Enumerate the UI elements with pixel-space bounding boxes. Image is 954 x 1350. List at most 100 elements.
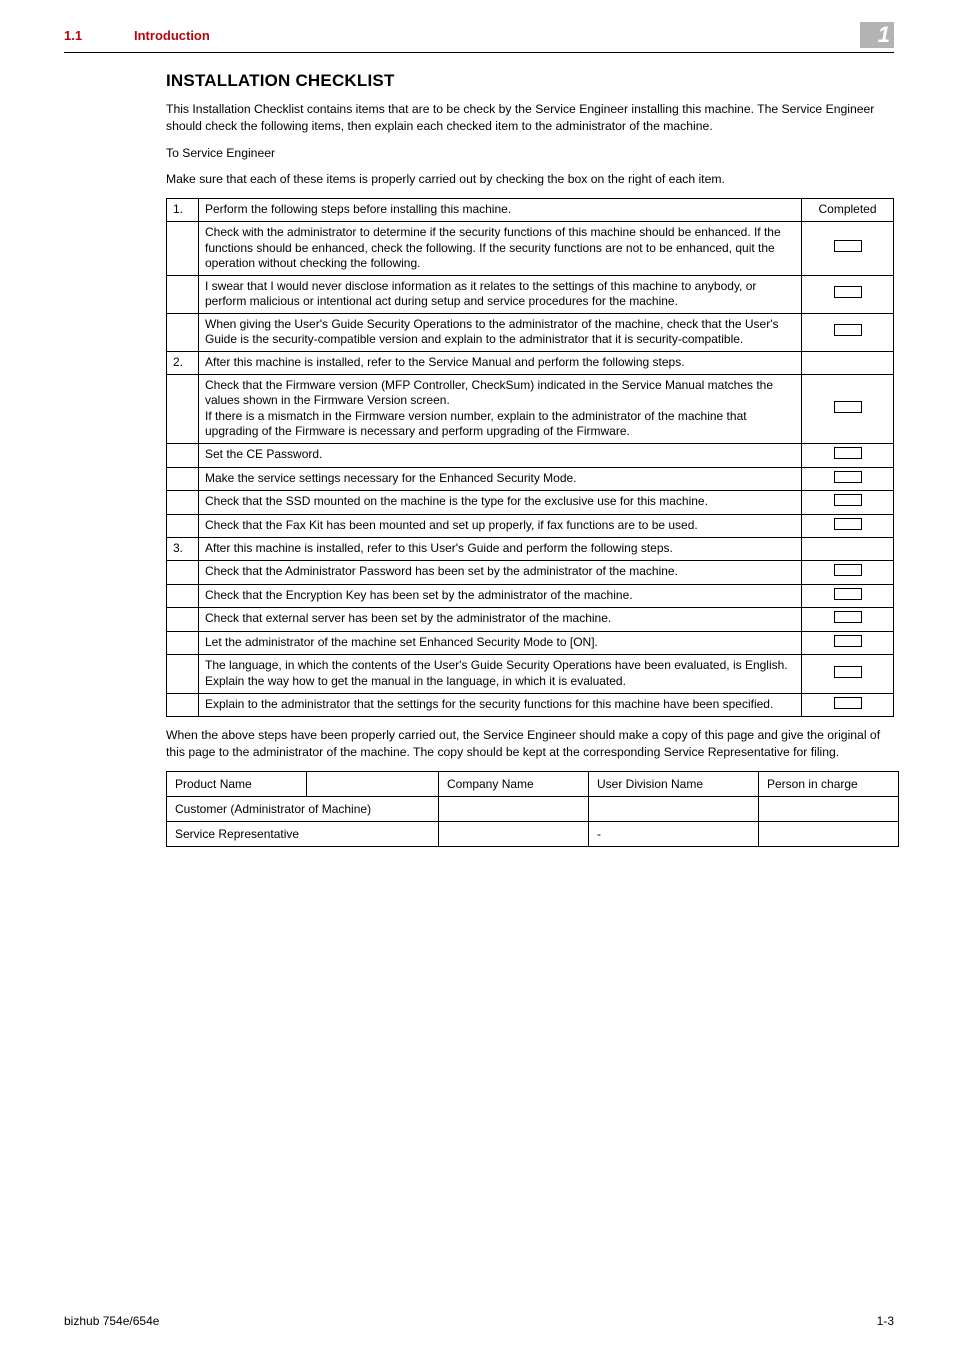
table-row: I swear that I would never disclose info…: [167, 275, 894, 313]
completed-checkbox[interactable]: [834, 518, 862, 530]
checkbox-cell: [802, 608, 894, 632]
row-number: [167, 631, 199, 655]
completed-checkbox[interactable]: [834, 471, 862, 483]
row-number: [167, 467, 199, 491]
table-row: Let the administrator of the machine set…: [167, 631, 894, 655]
row-text: Perform the following steps before insta…: [199, 199, 802, 222]
sig-customer-label: Customer (Administrator of Machine): [167, 796, 439, 821]
completed-checkbox[interactable]: [834, 611, 862, 623]
row-text: When giving the User's Guide Security Op…: [199, 313, 802, 351]
row-number: [167, 584, 199, 608]
row-text: Explain to the administrator that the se…: [199, 693, 802, 717]
row-number: [167, 313, 199, 351]
row-number: [167, 491, 199, 515]
row-text: Check with the administrator to determin…: [199, 221, 802, 275]
page-header: 1.1 Introduction 1: [64, 22, 894, 53]
sig-company-name-label: Company Name: [439, 771, 589, 796]
completed-checkbox[interactable]: [834, 240, 862, 252]
row-number: [167, 444, 199, 468]
row-text: Check that the Administrator Password ha…: [199, 561, 802, 585]
checkbox-cell: [802, 655, 894, 693]
checkbox-cell: [802, 444, 894, 468]
checkbox-cell: [802, 693, 894, 717]
completed-checkbox[interactable]: [834, 666, 862, 678]
completed-checkbox[interactable]: [834, 494, 862, 506]
row-text: Check that external server has been set …: [199, 608, 802, 632]
row-number: [167, 655, 199, 693]
table-row: Check that external server has been set …: [167, 608, 894, 632]
page-footer: bizhub 754e/654e 1-3: [64, 1314, 894, 1328]
row-number: [167, 275, 199, 313]
row-number: 2.: [167, 352, 199, 375]
checkbox-cell: [802, 631, 894, 655]
row-number: [167, 374, 199, 443]
checkbox-cell: [802, 491, 894, 515]
section-number: 1.1: [64, 28, 134, 43]
empty-cell: [802, 538, 894, 561]
checkbox-cell: [802, 514, 894, 538]
row-text: After this machine is installed, refer t…: [199, 352, 802, 375]
empty-cell: [802, 352, 894, 375]
completed-checkbox[interactable]: [834, 564, 862, 576]
chapter-badge: 1: [860, 22, 894, 48]
intro-paragraph: This Installation Checklist contains ite…: [166, 101, 894, 135]
table-row: Check that the Encryption Key has been s…: [167, 584, 894, 608]
row-number: [167, 693, 199, 717]
table-row: When giving the User's Guide Security Op…: [167, 313, 894, 351]
completed-header: Completed: [802, 199, 894, 222]
table-row: 3.After this machine is installed, refer…: [167, 538, 894, 561]
row-number: [167, 514, 199, 538]
page-title: INSTALLATION CHECKLIST: [166, 71, 894, 91]
table-row: Check with the administrator to determin…: [167, 221, 894, 275]
row-text: Check that the Encryption Key has been s…: [199, 584, 802, 608]
sig-service-rep-person: [759, 821, 899, 846]
table-row: 2.After this machine is installed, refer…: [167, 352, 894, 375]
row-text: Check that the Fax Kit has been mounted …: [199, 514, 802, 538]
table-row: Check that the SSD mounted on the machin…: [167, 491, 894, 515]
completed-checkbox[interactable]: [834, 697, 862, 709]
completed-checkbox[interactable]: [834, 447, 862, 459]
completed-checkbox[interactable]: [834, 588, 862, 600]
sig-person-in-charge-label: Person in charge: [759, 771, 899, 796]
table-row: Explain to the administrator that the se…: [167, 693, 894, 717]
checkbox-cell: [802, 584, 894, 608]
table-row: Check that the Firmware version (MFP Con…: [167, 374, 894, 443]
to-line: To Service Engineer: [166, 145, 894, 162]
completed-checkbox[interactable]: [834, 401, 862, 413]
table-row: 1.Perform the following steps before ins…: [167, 199, 894, 222]
checkbox-cell: [802, 221, 894, 275]
row-number: 1.: [167, 199, 199, 222]
completed-checkbox[interactable]: [834, 324, 862, 336]
checkbox-cell: [802, 561, 894, 585]
row-number: [167, 221, 199, 275]
completed-checkbox[interactable]: [834, 286, 862, 298]
table-row: The language, in which the contents of t…: [167, 655, 894, 693]
sig-customer-division: [589, 796, 759, 821]
row-text: Make the service settings necessary for …: [199, 467, 802, 491]
row-text: After this machine is installed, refer t…: [199, 538, 802, 561]
row-number: [167, 608, 199, 632]
sig-product-name-value: [307, 771, 439, 796]
sig-service-rep-label: Service Representative: [167, 821, 439, 846]
row-number: 3.: [167, 538, 199, 561]
sig-service-rep-company: [439, 821, 589, 846]
row-text: The language, in which the contents of t…: [199, 655, 802, 693]
table-row: Check that the Administrator Password ha…: [167, 561, 894, 585]
table-row: Make the service settings necessary for …: [167, 467, 894, 491]
completed-checkbox[interactable]: [834, 635, 862, 647]
table-row: Check that the Fax Kit has been mounted …: [167, 514, 894, 538]
sig-service-rep-division: -: [589, 821, 759, 846]
footer-right: 1-3: [877, 1314, 894, 1328]
checkbox-cell: [802, 374, 894, 443]
sig-product-name-label: Product Name: [167, 771, 307, 796]
row-text: I swear that I would never disclose info…: [199, 275, 802, 313]
signature-table: Product Name Company Name User Division …: [166, 771, 899, 847]
row-text: Check that the Firmware version (MFP Con…: [199, 374, 802, 443]
sig-customer-company: [439, 796, 589, 821]
sig-user-division-label: User Division Name: [589, 771, 759, 796]
row-text: Check that the SSD mounted on the machin…: [199, 491, 802, 515]
table-row: Set the CE Password.: [167, 444, 894, 468]
checklist-table: 1.Perform the following steps before ins…: [166, 198, 894, 717]
checkbox-cell: [802, 313, 894, 351]
checkbox-cell: [802, 275, 894, 313]
